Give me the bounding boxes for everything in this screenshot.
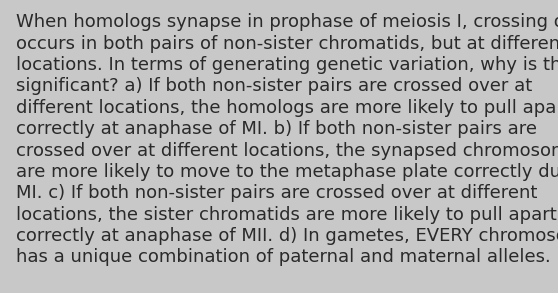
Text: are more likely to move to the metaphase plate correctly during: are more likely to move to the metaphase… <box>16 163 558 181</box>
Text: significant? a) If both non-sister pairs are crossed over at: significant? a) If both non-sister pairs… <box>16 77 532 95</box>
Text: correctly at anaphase of MII. d) In gametes, EVERY chromosome: correctly at anaphase of MII. d) In game… <box>16 227 558 245</box>
Text: When homologs synapse in prophase of meiosis I, crossing over: When homologs synapse in prophase of mei… <box>16 13 558 31</box>
Text: locations. In terms of generating genetic variation, why is this: locations. In terms of generating geneti… <box>16 56 558 74</box>
Text: occurs in both pairs of non-sister chromatids, but at different: occurs in both pairs of non-sister chrom… <box>16 35 558 52</box>
Text: locations, the sister chromatids are more likely to pull apart: locations, the sister chromatids are mor… <box>16 206 556 224</box>
Text: different locations, the homologs are more likely to pull apart: different locations, the homologs are mo… <box>16 99 558 117</box>
Text: crossed over at different locations, the synapsed chromosomes: crossed over at different locations, the… <box>16 142 558 159</box>
Text: correctly at anaphase of MI. b) If both non-sister pairs are: correctly at anaphase of MI. b) If both … <box>16 120 537 138</box>
Text: has a unique combination of paternal and maternal alleles.: has a unique combination of paternal and… <box>16 248 550 266</box>
Text: MI. c) If both non-sister pairs are crossed over at different: MI. c) If both non-sister pairs are cros… <box>16 184 537 202</box>
